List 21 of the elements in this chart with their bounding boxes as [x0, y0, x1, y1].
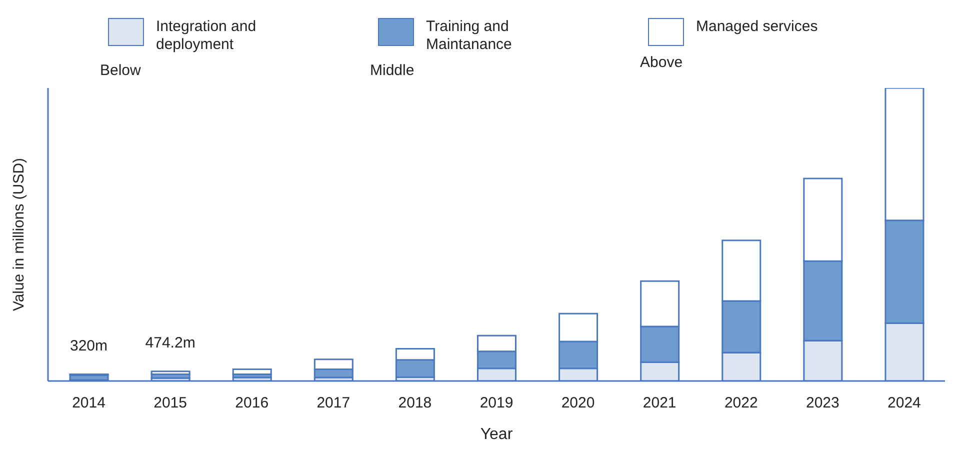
- annotation: 474.2m: [145, 334, 196, 352]
- x-tick-label: 2015: [154, 394, 188, 412]
- text: Below: [100, 62, 141, 79]
- x-tick-label: 2016: [235, 394, 269, 412]
- annotation: 320m: [70, 337, 108, 354]
- x-tick-label: 2021: [642, 394, 676, 412]
- text: Above: [640, 54, 684, 71]
- y-axis-title: Value in millions (USD): [10, 158, 28, 312]
- x-tick-label: 2022: [724, 394, 758, 412]
- x-tick-label: 2018: [398, 394, 432, 412]
- text: Middle: [370, 62, 414, 79]
- legend-label: Training and Maintanance: [426, 18, 513, 54]
- x-tick-label: 2023: [806, 394, 840, 412]
- x-tick-label: 2024: [888, 394, 921, 412]
- x-tick-label: 2020: [561, 394, 595, 412]
- x-axis-title: Year: [480, 426, 514, 443]
- x-tick-label: 2014: [72, 394, 106, 412]
- x-tick-label: 2017: [316, 394, 350, 412]
- legend-label: Managed services: [696, 18, 818, 36]
- legend-label: Integration and deployment: [156, 18, 258, 54]
- x-tick-label: 2019: [480, 394, 514, 412]
